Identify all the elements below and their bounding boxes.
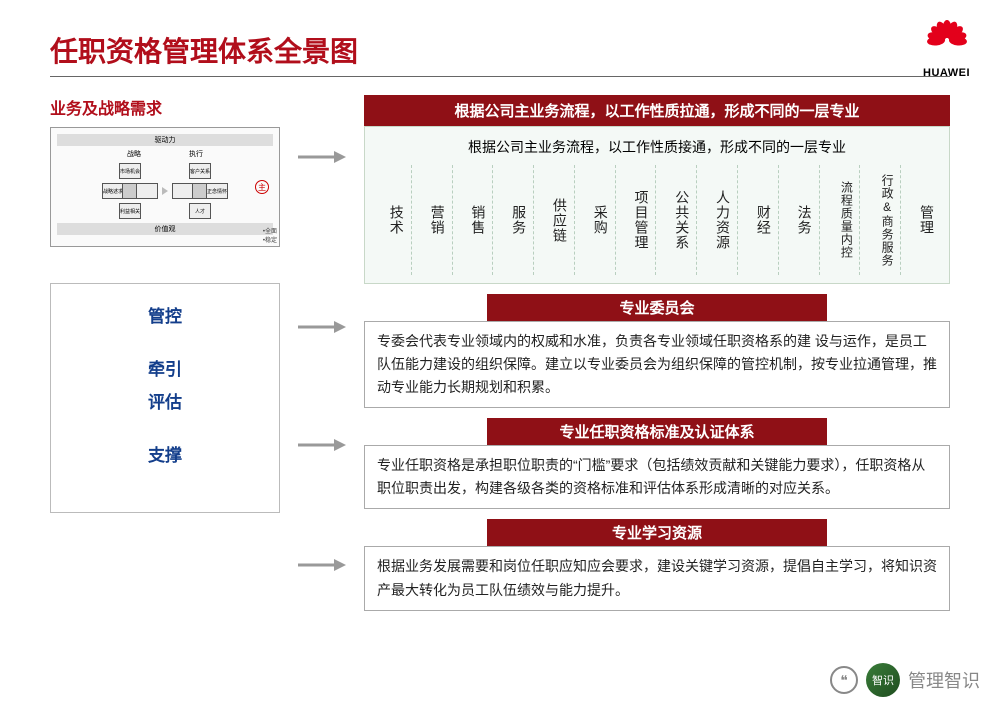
arrow-icon — [298, 555, 346, 575]
thumb-right-header: 执行 — [189, 149, 203, 159]
title-underline — [50, 76, 950, 77]
arrow-icon — [298, 147, 346, 167]
brand-logo-text: HUAWEI — [923, 67, 970, 79]
watermark-avatar: 智识 — [866, 663, 900, 697]
discipline-column: 公共关系 — [658, 165, 697, 275]
left-item-guide: 牵引 — [148, 355, 182, 380]
page-title: 任职资格管理体系全景图 — [50, 30, 950, 70]
section-committee: 专业委员会 专委会代表专业领域内的权威和水准，负责各专业领域任职资格系的建 设与… — [364, 294, 950, 408]
biz-strategy-thumb: 驱动力 战略 执行 市场机会 战略述求 利益相关 — [50, 127, 280, 247]
discipline-column: 人力资源 — [699, 165, 738, 275]
section-title: 专业学习资源 — [487, 519, 827, 546]
discipline-column: 采购 — [577, 165, 616, 275]
arrow-icon — [298, 317, 346, 337]
watermark-label: 管理智识 — [908, 667, 980, 693]
discipline-column: 营销 — [414, 165, 453, 275]
discipline-column: 供应链 — [536, 165, 575, 275]
right-column: 根据公司主业务流程，以工作性质拉通，形成不同的一层专业 根据公司主业务流程，以工… — [364, 95, 950, 611]
discipline-column: 行政&商务服务 — [862, 165, 901, 275]
huawei-petals-icon — [924, 20, 970, 60]
slide: HUAWEI 任职资格管理体系全景图 业务及战略需求 驱动力 战略 执行 市场机… — [0, 0, 1000, 715]
thumb-bottom-label: 价值观 — [57, 223, 273, 235]
brand-logo: HUAWEI — [923, 20, 970, 79]
section-body: 专委会代表专业领域内的权威和水准，负责各专业领域任职资格系的建 设与运作，是员工… — [364, 321, 950, 408]
wechat-icon: ❝ — [830, 666, 858, 694]
thumb-left-header: 战略 — [127, 149, 141, 159]
discipline-grid: 根据公司主业务流程，以工作性质接通，形成不同的一层专业 技术营销销售服务供应链采… — [364, 126, 950, 284]
top-banner: 根据公司主业务流程，以工作性质拉通，形成不同的一层专业 — [364, 95, 950, 126]
section-learning: 专业学习资源 根据业务发展需要和岗位任职应知应会要求，建设关键学习资源，提倡自主… — [364, 519, 950, 610]
content: 业务及战略需求 驱动力 战略 执行 市场机会 战略述求 利益相关 — [50, 95, 950, 611]
discipline-column: 流程质量内控 — [822, 165, 861, 275]
section-body: 根据业务发展需要和岗位任职应知应会要求，建设关键学习资源，提倡自主学习，将知识资… — [364, 546, 950, 610]
section-title: 专业任职资格标准及认证体系 — [487, 418, 827, 445]
discipline-column: 财经 — [740, 165, 779, 275]
thumb-cross-right: 客户关系 正念情怀 人才 — [172, 163, 228, 219]
grid-columns: 技术营销销售服务供应链采购项目管理公共关系人力资源财经法务流程质量内控行政&商务… — [373, 165, 941, 275]
left-item-evaluate: 评估 — [148, 388, 182, 413]
section-standards: 专业任职资格标准及认证体系 专业任职资格是承担职位职责的“门槛”要求（包括绩效贡… — [364, 418, 950, 509]
title-block: 任职资格管理体系全景图 — [50, 30, 950, 77]
discipline-column: 销售 — [455, 165, 494, 275]
thumb-legend: •全面 •稳定 — [263, 226, 277, 244]
grid-subtitle: 根据公司主业务流程，以工作性质接通，形成不同的一层专业 — [373, 137, 941, 157]
discipline-column: 管理 — [903, 165, 941, 275]
thumb-arrow-icon — [162, 187, 168, 195]
discipline-column: 项目管理 — [618, 165, 657, 275]
thumb-cross-left: 市场机会 战略述求 利益相关 — [102, 163, 158, 219]
section-title: 专业委员会 — [487, 294, 827, 321]
arrow-icon — [298, 435, 346, 455]
left-item-support: 支撑 — [148, 441, 182, 466]
arrows-column — [298, 95, 346, 611]
footer-watermark: ❝ 智识 管理智识 — [830, 663, 980, 697]
left-column: 业务及战略需求 驱动力 战略 执行 市场机会 战略述求 利益相关 — [50, 95, 280, 611]
discipline-column: 服务 — [495, 165, 534, 275]
thumb-top-label: 驱动力 — [57, 134, 273, 146]
discipline-column: 法务 — [781, 165, 820, 275]
thumb-bullet-icon: 主 — [255, 180, 269, 194]
left-item-control: 管控 — [148, 302, 182, 327]
biz-heading: 业务及战略需求 — [50, 95, 280, 119]
discipline-column: 技术 — [373, 165, 412, 275]
left-category-box: 管控 牵引 评估 支撑 — [50, 283, 280, 513]
section-body: 专业任职资格是承担职位职责的“门槛”要求（包括绩效贡献和关键能力要求），任职资格… — [364, 445, 950, 509]
